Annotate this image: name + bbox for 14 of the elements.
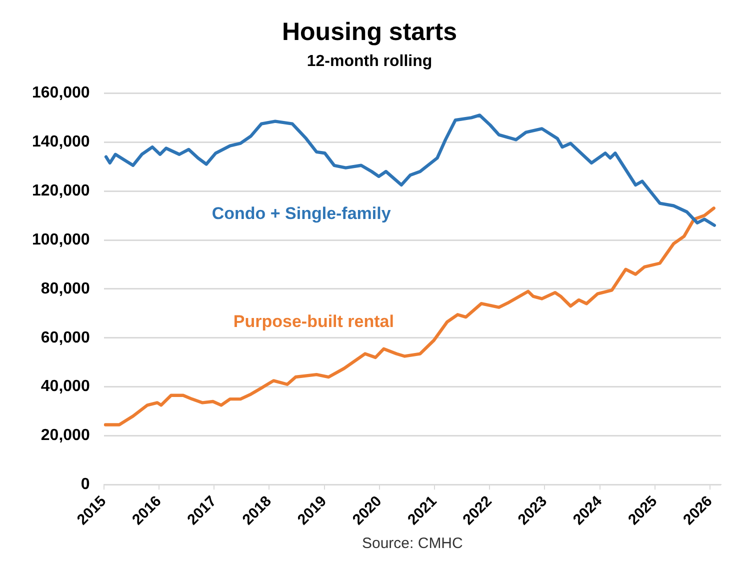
- y-tick-label: 40,000: [40, 378, 90, 396]
- source-note: Source: CMHC: [362, 535, 464, 552]
- y-tick-label: 20,000: [40, 427, 90, 444]
- y-tick-label: 140,000: [32, 134, 90, 151]
- y-tick-label: 120,000: [32, 182, 90, 200]
- y-tick-label: 160,000: [32, 84, 90, 102]
- series-label: Purpose-built rental: [233, 312, 394, 331]
- series-label: Condo + Single-family: [212, 204, 392, 224]
- y-tick-label: 100,000: [32, 231, 90, 248]
- y-tick-label: 60,000: [40, 329, 90, 346]
- chart-subtitle: 12-month rolling: [306, 53, 432, 70]
- chart-title: Housing starts: [282, 18, 458, 46]
- y-tick-label: 0: [80, 476, 90, 494]
- y-tick-label: 80,000: [40, 280, 90, 298]
